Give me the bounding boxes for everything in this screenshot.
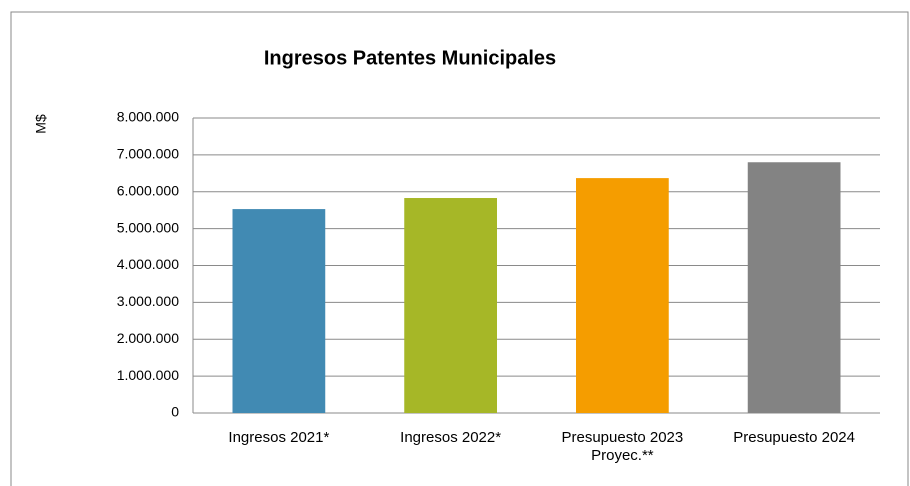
y-tick-label: 4.000.000 [117,256,179,272]
y-tick-label: 5.000.000 [117,219,179,235]
x-tick-label: Presupuesto 2023 Proyec.** [561,429,684,464]
bar [404,198,497,413]
chart-frame [10,11,909,486]
bar [747,162,841,413]
y-tick-label: 0 [171,404,179,420]
x-tick-label: Ingresos 2022* [400,429,502,446]
y-axis-label: M$ [33,114,49,134]
y-tick-label: 1.000.000 [117,367,179,383]
x-tick-label: Ingresos 2021* [228,429,330,446]
x-tick-label: Presupuesto 2024 [733,429,855,446]
y-tick-label: 2.000.000 [117,330,179,346]
bar [232,209,326,413]
y-tick-label: 7.000.000 [117,146,179,162]
y-tick-label: 3.000.000 [117,293,179,309]
y-tick-label: 6.000.000 [117,182,179,198]
bar [576,178,669,413]
y-tick-label: 8.000.000 [117,109,179,125]
chart-title: Ingresos Patentes Municipales [264,47,556,69]
